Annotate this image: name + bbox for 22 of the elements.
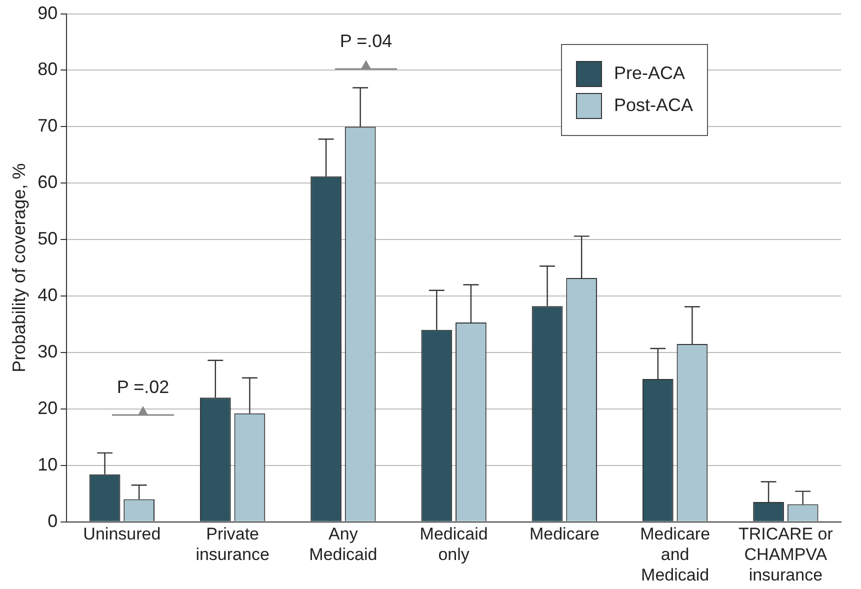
x-tick-label: Private insurance	[196, 524, 270, 564]
x-tick-label: Uninsured	[83, 524, 161, 544]
x-tick-label: Medicare and Medicaid	[640, 524, 710, 584]
y-tick-label: 20	[38, 398, 58, 418]
annotation: P =.04	[340, 30, 392, 51]
annotation: P =.02	[116, 376, 170, 397]
y-tick-label: 50	[38, 228, 58, 249]
y-tick-label: 80	[38, 59, 58, 80]
y-tick-label: 90	[38, 2, 58, 23]
y-tick-label: 40	[38, 284, 58, 305]
y-tick-label: 30	[38, 341, 58, 362]
x-tick-label: TRICARE or CHAMPVA insurance	[738, 524, 834, 584]
y-tick-label: 0	[48, 510, 58, 531]
y-tick-label: 10	[38, 454, 58, 474]
x-tick-label: Medicare	[529, 524, 600, 544]
x-tick-label: Medicaid only	[420, 524, 488, 564]
legend-label: Post-ACA	[614, 95, 694, 116]
x-tick-label: Any Medicaid	[309, 524, 378, 564]
y-tick-label: 60	[38, 172, 58, 192]
legend-label: Pre-ACA	[614, 63, 686, 84]
y-axis-title: Probability of coverage, %	[8, 163, 29, 372]
y-tick-label: 70	[38, 116, 58, 136]
